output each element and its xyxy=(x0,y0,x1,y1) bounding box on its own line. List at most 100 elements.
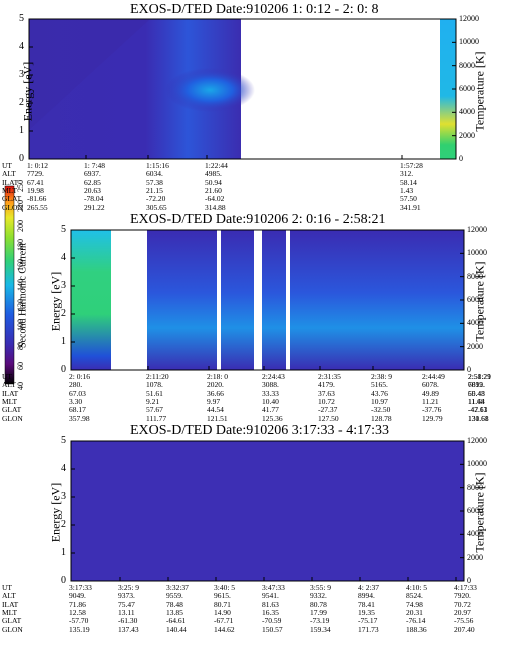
panel-3-ephemeris-value: 9559. xyxy=(166,591,183,601)
panel-2-ytick-label: 1 xyxy=(61,336,66,347)
panel-2-ephemeris-value: 36.66 xyxy=(207,388,224,398)
panel-2-ephemeris-value: 5165. xyxy=(371,380,388,390)
panel-1-y2tick-label: 0 xyxy=(459,154,463,163)
panel-2-plot xyxy=(70,229,465,371)
panel-2-ephemeris-value: -32.50 xyxy=(371,405,391,415)
panel-1-ephemeris-value: 50.94 xyxy=(205,177,222,187)
panel-1-ephemeris-value: 1.43 xyxy=(400,185,414,195)
panel-3-ephemeris-value: -75.56 xyxy=(454,616,474,626)
panel-3-ephemeris-value: 135.19 xyxy=(69,624,90,634)
panel-1-ephemeris-value: 19.98 xyxy=(27,185,44,195)
colorbar-tick-label: 60 xyxy=(16,362,25,371)
panel-3-plot xyxy=(70,440,465,582)
panel-3-ephemeris-value: -75.17 xyxy=(358,616,378,626)
panel-1-ytick-label: 3 xyxy=(19,69,24,80)
panel-2-ephemeris-value: 111.77 xyxy=(146,413,167,423)
panel-2-row-label: MLT xyxy=(2,396,18,406)
panel-1-ephemeris-value: 58.14 xyxy=(400,177,417,187)
panel-3-row-label: UT xyxy=(2,583,12,592)
panel-3-row-label: ALT xyxy=(2,591,16,601)
panel-2-ephemeris-value: 2:44:49 xyxy=(422,372,445,381)
panel-2-ytick-label: 3 xyxy=(61,280,66,291)
panel-1-ephemeris-value: 20.63 xyxy=(84,185,101,195)
panel-2-ephemeris-value: 10.97 xyxy=(371,396,388,406)
panel-2-ylabel-left: Energy [eV] xyxy=(48,271,63,332)
panel-2-y2tick-label: 6000 xyxy=(467,295,483,304)
panel-3-ephemeris-value: -76.14 xyxy=(406,616,426,626)
panel-3-ephemeris-value: 4:10: 5 xyxy=(406,583,428,592)
panel-3-y2tick-label: 8000 xyxy=(467,482,483,492)
panel-3-ytick-label: 4 xyxy=(61,463,66,474)
panel-2-ephemeris-value: 128.78 xyxy=(371,413,392,423)
panel-3-ephemeris-value: 13.85 xyxy=(166,607,183,617)
panel-3-ephemeris-value: 3:40: 5 xyxy=(214,583,236,592)
panel-2-ephemeris-value: 55.43 xyxy=(468,388,485,398)
panel-1-ephemeris-value: 4985. xyxy=(205,169,222,179)
panel-3-ephemeris-value: 12.58 xyxy=(69,607,86,617)
panel-2-block-a xyxy=(147,230,217,370)
panel-2-y2tick-label: 0 xyxy=(467,365,471,374)
panel-3-ephemeris-value: 71.86 xyxy=(69,599,86,609)
panel-3-ephemeris-value: 207.40 xyxy=(454,624,475,634)
panel-2-ephemeris-value: 37.63 xyxy=(318,388,335,398)
panel-3-row-label: ILAT xyxy=(2,599,19,609)
panel-3-ephemeris-value: 3:55: 9 xyxy=(310,583,332,592)
panel-2-title: EXOS-D/TED Date:910206 2: 0:16 - 2:58:21 xyxy=(130,212,386,227)
panel-1-ephemeris-value: 341.91 xyxy=(400,202,421,212)
panel-2-ephemeris-value: 10.40 xyxy=(262,396,279,406)
panel-1-ephemeris-value: 312. xyxy=(400,169,414,179)
panel-2-block-c xyxy=(262,230,286,370)
panel-2-ephemeris-value: 129.79 xyxy=(422,413,443,423)
panel-3-ephemeris-value: 19.35 xyxy=(358,607,375,617)
panel-3-ephemeris-value: 8994. xyxy=(358,591,375,601)
panel-3-ephemeris-value: 9373. xyxy=(118,591,135,601)
panel-1-right-block xyxy=(440,19,456,159)
panel-3-ephemeris-value: 171.73 xyxy=(358,624,379,634)
panel-2-ephemeris-value: 130.68 xyxy=(468,413,489,423)
panel-1-ephemeris-value: 7729. xyxy=(27,169,44,179)
panel-3-ephemeris-value: -61.30 xyxy=(118,616,138,626)
panel-2-ephemeris-value: 68.17 xyxy=(69,405,86,415)
panel-1-ephemeris-value: 67.41 xyxy=(27,177,44,187)
panel-2-ephemeris-value: 44.54 xyxy=(207,405,224,415)
panel-1-ephemeris-value: 21.60 xyxy=(205,185,222,195)
panel-2-row-label: UT xyxy=(2,372,12,381)
colorbar-tick-label: 180 xyxy=(16,239,25,252)
panel-3-ephemeris-value: 9615. xyxy=(214,591,231,601)
panel-3-ytick-label: 5 xyxy=(61,435,66,446)
panel-1-row-label: UT xyxy=(2,161,12,170)
panel-3-data-block xyxy=(71,441,464,581)
colorbar-gradient xyxy=(4,185,15,385)
panel-2-ephemeris-value: 3088. xyxy=(262,380,279,390)
panel-2-ephemeris-value: 9.97 xyxy=(207,396,221,406)
panel-3-ephemeris-value: 140.44 xyxy=(166,624,187,634)
panel-2-ephemeris-value: 2:11:20 xyxy=(146,372,169,381)
panel-1-row-label: GLON xyxy=(2,202,23,212)
panel-2-ephemeris-value: 49.89 xyxy=(422,388,439,398)
colorbar-tick-label: 100 xyxy=(16,318,25,331)
panel-3-ytick-label: 0 xyxy=(61,575,66,586)
panel-3-ephemeris-value: -67.71 xyxy=(214,616,234,626)
panel-1-ytick-label: 1 xyxy=(19,125,24,136)
colorbar-tick-label: 120 xyxy=(16,298,25,311)
panel-2-y2tick-label: 2000 xyxy=(467,341,483,351)
panel-3-ephemeris-value: -70.59 xyxy=(262,616,282,626)
panel-1-ephemeris-value: 265.55 xyxy=(27,202,48,212)
panel-2-ephemeris-value: 2:24:43 xyxy=(262,372,285,381)
panel-2-ephemeris-value: 7619. xyxy=(468,380,485,390)
panel-1-row-label: GLAT xyxy=(2,194,22,204)
panel-2-y2tick-label: 10000 xyxy=(467,248,487,258)
panel-2-block-b xyxy=(221,230,254,370)
panel-2-ephemeris-value: 2:31:35 xyxy=(318,372,341,381)
panel-2-ephemeris-value: 33.33 xyxy=(262,388,279,398)
panel-2-ephemeris-value: -27.37 xyxy=(318,405,338,415)
panel-1-ephemeris-value: 314.88 xyxy=(205,202,226,212)
panel-1-y2tick-label: 12000 xyxy=(459,14,479,23)
panel-1-y2tick-label: 2000 xyxy=(459,130,475,140)
panel-2-ephemeris-value: 2:38: 9 xyxy=(371,372,393,381)
panel-1-y2tick-label: 6000 xyxy=(459,84,475,93)
panel-3-ytick-label: 2 xyxy=(61,519,66,530)
panel-3-ephemeris-value: 80.78 xyxy=(310,599,327,609)
panel-3-ephemeris-value: 16.35 xyxy=(262,607,279,617)
